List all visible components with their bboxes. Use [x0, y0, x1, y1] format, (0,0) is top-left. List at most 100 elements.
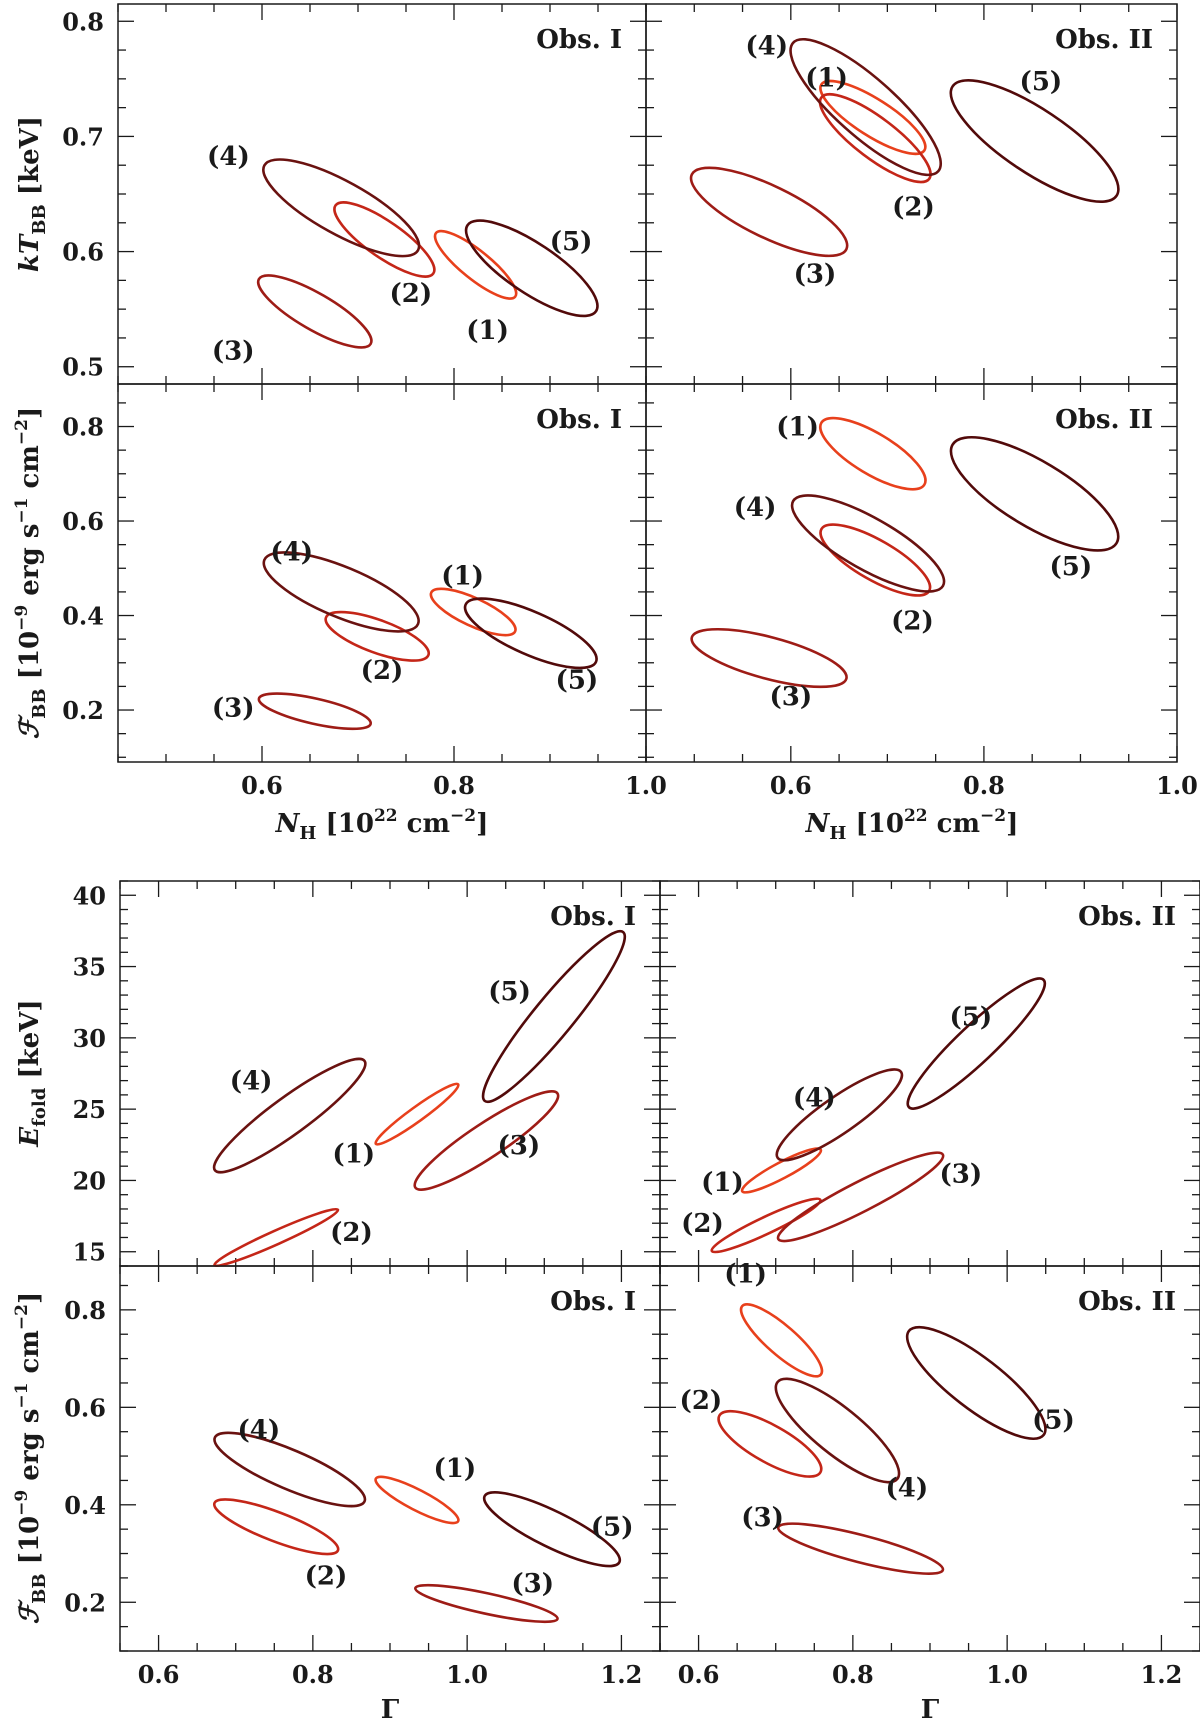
contour-ellipse-3: [776, 1522, 945, 1575]
contour-ellipse-5: [949, 79, 1120, 204]
ellipse-label-5: (5): [1032, 1406, 1075, 1436]
ellipse-label-4: (4): [230, 1067, 273, 1097]
svg-text:NH [1022 cm−2]: NH [1022 cm−2]: [805, 806, 1019, 844]
observation-label: Obs. II: [1078, 1287, 1176, 1317]
contour-ellipse-4: [262, 551, 420, 633]
ellipse-label-5: (5): [488, 977, 531, 1007]
y-tick-label: 0.7: [62, 122, 104, 151]
contour-ellipse-5: [463, 597, 598, 670]
svg-text:ℱBB [10−9 erg s−1 cm−2]: ℱBB [10−9 erg s−1 cm−2]: [12, 1292, 50, 1625]
ellipse-label-2: (2): [389, 279, 432, 309]
contour-ellipse-5: [905, 1325, 1047, 1441]
contour-ellipse-5: [949, 435, 1120, 552]
ellipse-label-5: (5): [1020, 67, 1063, 97]
ellipse-label-1: (1): [724, 1259, 767, 1289]
y-tick-label: 0.8: [62, 7, 104, 36]
ellipse-label-4: (4): [270, 538, 313, 568]
contour-ellipse-5: [481, 929, 627, 1104]
observation-label: Obs. II: [1055, 25, 1153, 55]
observation-label: Obs. I: [550, 902, 636, 932]
ellipse-label-1: (1): [332, 1139, 375, 1169]
observation-label: Obs. I: [536, 25, 622, 55]
ellipse-label-3: (3): [497, 1131, 540, 1161]
panel-middle-left: 0.6 0.8 1.0 0.2 0.4 0.6 0.8 (1) (2) (3) (4) (5) Obs.…: [62, 383, 667, 800]
ellipse-label-2: (2): [330, 1218, 373, 1248]
contour-ellipse-4: [262, 158, 421, 258]
contour-ellipse-4: [774, 1377, 901, 1484]
panel-lower-right: (1) (2) (3) (4) (5) Obs. II: [659, 880, 1200, 1267]
y-tick-label: 0.4: [64, 1491, 106, 1520]
ellipse-label-4: (4): [745, 31, 788, 61]
svg-text:Γ: Γ: [381, 1695, 400, 1723]
ellipse-label-5: (5): [556, 665, 599, 695]
y-tick-label: 40: [73, 881, 106, 910]
y-tick-label: 0.6: [62, 238, 104, 267]
x-axis-title: NH [1022 cm−2]: [275, 806, 489, 844]
y-tick-label: 0.8: [64, 1296, 106, 1325]
contour-ellipse-1: [819, 416, 927, 491]
contour-ellipse-5: [906, 977, 1047, 1110]
ticks: [117, 4, 647, 384]
ellipse-label-2: (2): [892, 193, 935, 223]
ellipse-label-1: (1): [701, 1168, 744, 1198]
y-tick-label: 0.8: [62, 413, 104, 442]
ticks: [119, 880, 661, 1267]
contour-ellipse-1: [374, 1475, 460, 1525]
x-tick-label: 0.6: [770, 771, 812, 800]
ellipse-label-4: (4): [793, 1084, 836, 1114]
y-tick-label: 0.5: [62, 353, 104, 382]
panel-frame: [119, 880, 661, 1267]
contour-ellipse-2: [710, 1197, 822, 1254]
svg-text:NH [1022 cm−2]: NH [1022 cm−2]: [275, 806, 489, 844]
observation-label: Obs. II: [1078, 902, 1176, 932]
ticks: [645, 4, 1178, 384]
y-axis-title: Efold [keV]: [15, 999, 50, 1147]
panel-frame: [645, 383, 1178, 763]
contour-ellipse-4: [789, 37, 943, 177]
ellipse-label-1: (1): [441, 561, 484, 591]
contour-ellipse-3: [256, 274, 373, 349]
ticks: [659, 880, 1200, 1267]
ellipse-label-4: (4): [734, 493, 777, 523]
contour-ellipse-2: [212, 1498, 340, 1556]
y-tick-label: 0.4: [62, 602, 104, 631]
panel-bottom-right: 0.6 0.8 1.0 1.2 (1) (2) (3) (4) (5) Obs. II: [659, 1259, 1200, 1689]
panel-top-left: 0.5 0.6 0.7 0.8 (1) (2) (3) (4) (5) Obs. I: [62, 3, 647, 385]
ellipse-label-5: (5): [550, 227, 593, 257]
x-axis-title: Γ: [921, 1695, 940, 1723]
contour-ellipse-3: [689, 166, 849, 258]
contour-ellipse-2: [324, 610, 431, 662]
y-tick-label: 30: [73, 1024, 106, 1053]
contour-ellipse-1: [740, 1147, 823, 1194]
ellipse-label-5: (5): [591, 1513, 634, 1543]
ellipse-label-2: (2): [361, 656, 404, 686]
panel-middle-right: 0.6 0.8 1.0 (1) (2) (3) (4) (5) Obs. II: [645, 383, 1198, 800]
ellipse-label-2: (2): [681, 1209, 724, 1239]
panel-lower-left: 15 20 25 30 35 40 (1) (2) (3) (4) (5) Obs. I: [73, 880, 661, 1268]
svg-text:kTBB [keV]: kTBB [keV]: [15, 116, 50, 272]
panel-frame: [117, 3, 647, 385]
ellipse-label-2: (2): [680, 1386, 723, 1416]
y-tick-label: 15: [73, 1238, 106, 1267]
x-tick-label: 1.0: [625, 771, 667, 800]
y-axis-title: ℱBB [10−9 erg s−1 cm−2]: [12, 1292, 50, 1625]
contour-ellipse-3: [414, 1583, 559, 1624]
ellipse-label-1: (1): [466, 316, 509, 346]
ticks: [117, 384, 647, 762]
x-tick-label: 0.6: [678, 1660, 720, 1689]
y-tick-label: 0.6: [64, 1393, 106, 1422]
ellipse-label-3: (3): [212, 694, 255, 724]
x-tick-label: 0.6: [241, 771, 283, 800]
x-tick-label: 0.8: [963, 771, 1005, 800]
panel-frame: [119, 1265, 661, 1652]
svg-text:Efold [keV]: Efold [keV]: [15, 999, 50, 1147]
x-tick-label: 1.2: [601, 1660, 643, 1689]
x-tick-label: 1.0: [1156, 771, 1198, 800]
ellipse-label-2: (2): [305, 1561, 348, 1591]
ellipse-label-5: (5): [950, 1002, 993, 1032]
ellipse-label-4: (4): [207, 142, 250, 172]
x-tick-label: 1.0: [446, 1660, 488, 1689]
ellipse-label-1: (1): [776, 413, 819, 443]
x-tick-label: 0.8: [832, 1660, 874, 1689]
